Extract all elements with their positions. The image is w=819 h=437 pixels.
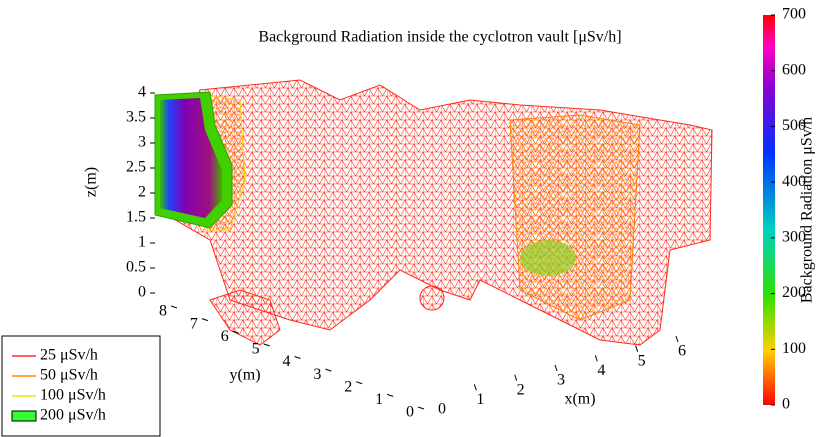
colorbar-tick-label: 200 — [782, 284, 806, 301]
colorbar — [763, 15, 775, 405]
y-tick — [356, 382, 362, 384]
z-tick-label: 0.5 — [126, 259, 146, 276]
y-tick — [418, 407, 424, 409]
x-tick-label: 6 — [678, 343, 686, 360]
x-tick-label: 4 — [597, 362, 605, 379]
x-tick — [636, 346, 638, 352]
x-tick-label: 1 — [476, 391, 484, 408]
legend-swatch — [12, 411, 36, 421]
isosurface-mesh — [155, 80, 712, 345]
y-tick — [387, 394, 393, 396]
legend-label: 25 μSv/h — [40, 347, 98, 364]
x-tick — [595, 355, 597, 361]
y-tick-label: 2 — [344, 378, 352, 395]
x-tick — [474, 384, 476, 390]
colorbar-tick-label: 0 — [782, 396, 790, 413]
y-tick-label: 0 — [406, 404, 414, 421]
x-tick — [676, 336, 678, 342]
z-tick-label: 1 — [138, 234, 146, 251]
y-tick — [202, 319, 208, 321]
colorbar-tick-label: 300 — [782, 229, 806, 246]
x-tick-label: 5 — [638, 352, 646, 369]
x-tick-label: 3 — [557, 372, 565, 389]
y-tick — [295, 357, 301, 359]
z-tick-label: 3 — [138, 134, 146, 151]
x-tick-label: 2 — [517, 381, 525, 398]
z-tick-label: 2.5 — [126, 159, 146, 176]
y-tick — [264, 344, 270, 346]
z-tick-label: 0 — [138, 284, 146, 301]
y-tick — [325, 369, 331, 371]
legend-label: 100 μSv/h — [40, 387, 106, 404]
legend-label: 50 μSv/h — [40, 367, 98, 384]
z-tick-label: 1.5 — [126, 209, 146, 226]
y-tick-label: 4 — [283, 353, 291, 370]
chart-title: Background Radiation inside the cyclotro… — [258, 29, 621, 46]
legend-label: 200 μSv/h — [40, 407, 106, 424]
z-tick-label: 2 — [138, 184, 146, 201]
y-axis-label: y(m) — [229, 367, 260, 384]
colorbar-tick-label: 500 — [782, 117, 806, 134]
colorbar-tick-label: 400 — [782, 173, 806, 190]
x-tick-label: 0 — [438, 401, 446, 418]
x-axis-label: x(m) — [564, 391, 595, 408]
chart: Background Radiation inside the cyclotro… — [0, 0, 819, 437]
y-tick-label: 3 — [313, 366, 321, 383]
y-tick-label: 1 — [375, 391, 383, 408]
colorbar-tick-label: 100 — [782, 340, 806, 357]
z-tick-label: 3.5 — [126, 109, 146, 126]
x-tick — [555, 365, 557, 371]
colorbar-label: Background Radiation μSv/h — [799, 117, 816, 303]
colorbar-tick-label: 700 — [782, 6, 806, 23]
z-tick-label: 4 — [138, 84, 146, 101]
y-tick — [171, 306, 177, 308]
y-tick-label: 5 — [252, 341, 260, 358]
y-tick-label: 8 — [159, 303, 167, 320]
z-axis-label: z(m) — [83, 167, 100, 197]
y-tick-label: 7 — [190, 315, 198, 332]
x-tick — [515, 375, 517, 381]
colorbar-tick-label: 600 — [782, 61, 806, 78]
y-tick-label: 6 — [221, 328, 229, 345]
